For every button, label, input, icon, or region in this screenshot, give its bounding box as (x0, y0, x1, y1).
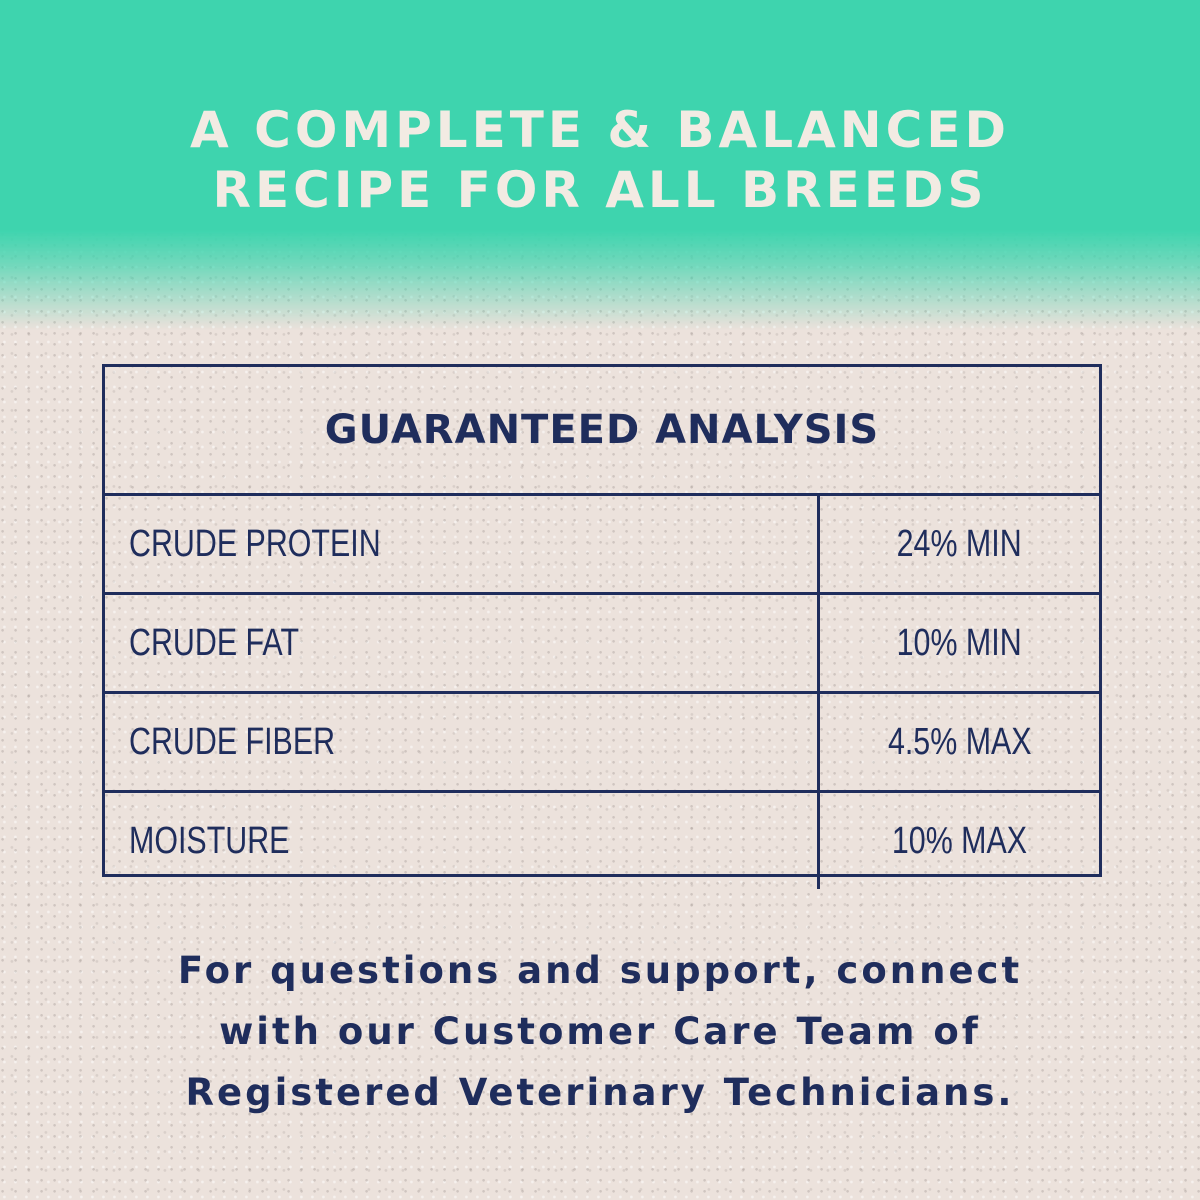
headline-line-2: RECIPE FOR ALL BREEDS (212, 161, 988, 219)
teal-brush-banner (0, 0, 1200, 340)
support-line-2: with our Customer Care Team of (219, 1010, 981, 1053)
support-line-1: For questions and support, connect (177, 949, 1023, 992)
row-value: 4.5% MAX (887, 720, 1032, 763)
table-row: MOISTURE 10% MAX (105, 793, 1099, 889)
support-message: For questions and support, connect with … (0, 940, 1200, 1123)
table-row: CRUDE FIBER 4.5% MAX (105, 694, 1099, 793)
guaranteed-analysis-table: GUARANTEED ANALYSIS CRUDE PROTEIN 24% MI… (102, 364, 1102, 889)
row-label: CRUDE FAT (129, 621, 300, 664)
table-row: CRUDE FAT 10% MIN (105, 595, 1099, 694)
row-value: 10% MIN (896, 621, 1023, 664)
row-label: CRUDE FIBER (129, 720, 336, 763)
table-row: CRUDE PROTEIN 24% MIN (105, 496, 1099, 595)
support-line-3: Registered Veterinary Technicians. (185, 1071, 1015, 1114)
headline-line-1: A COMPLETE & BALANCED (190, 101, 1010, 159)
row-value: 24% MIN (896, 522, 1023, 565)
row-label: CRUDE PROTEIN (129, 522, 381, 565)
row-label: MOISTURE (129, 819, 290, 862)
row-value: 10% MAX (891, 819, 1028, 862)
table-heading: GUARANTEED ANALYSIS (105, 367, 1099, 496)
